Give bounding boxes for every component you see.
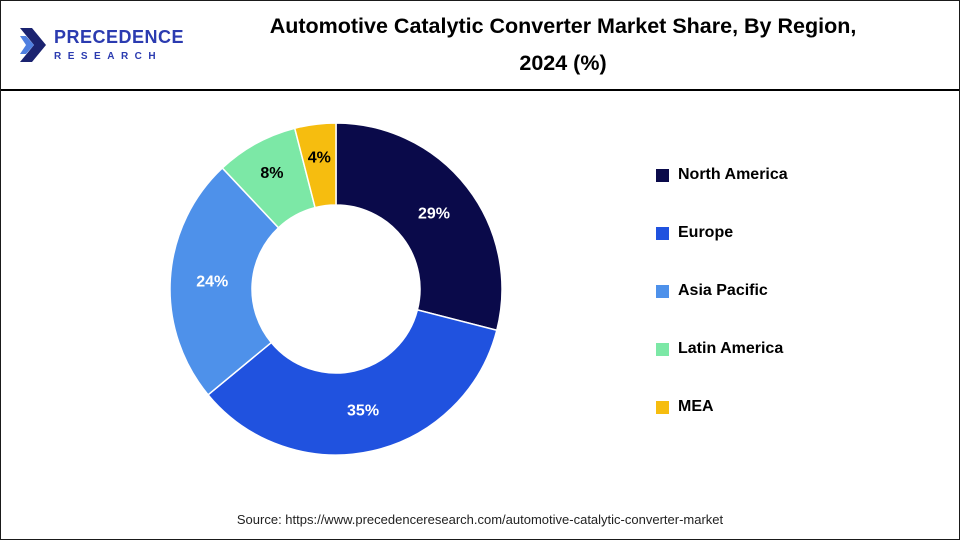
chart-area: 29% 35% 24% 8% 4% North America Europe Asia … — [1, 93, 959, 539]
precedence-logo: PRECEDENCE RESEARCH — [1, 27, 191, 63]
legend: North America Europe Asia Pacific Latin … — [656, 163, 788, 419]
source-attribution: Source: https://www.precedenceresearch.c… — [236, 512, 724, 527]
legend-item-asia-pacific: Asia Pacific — [656, 279, 788, 303]
donut-slice-asia-pacific — [169, 166, 280, 396]
legend-item-north-america: North America — [656, 163, 788, 187]
slice-label-asia-pacific: 24% — [196, 274, 228, 291]
slice-label-latin-america: 8% — [260, 165, 283, 182]
logo-subtitle: RESEARCH — [54, 50, 163, 62]
title-line-1: Automotive Catalytic Converter Market Sh… — [269, 14, 857, 39]
legend-swatch — [656, 168, 669, 182]
legend-swatch — [656, 400, 669, 414]
legend-item-latin-america: Latin America — [656, 337, 788, 361]
logo-wordmark: PRECEDENCE — [54, 27, 185, 48]
legend-label: Asia Pacific — [678, 282, 768, 299]
header: PRECEDENCE RESEARCH Automotive Catalytic… — [1, 1, 959, 91]
legend-label: Latin America — [678, 340, 784, 357]
title-line-2: 2024 (%) — [519, 51, 607, 75]
logo-text: PRECEDENCE RESEARCH — [54, 27, 185, 62]
slice-label-europe: 35% — [347, 403, 379, 420]
legend-item-mea: MEA — [656, 395, 788, 419]
legend-label: MEA — [678, 398, 714, 415]
legend-label: North America — [678, 166, 788, 183]
legend-swatch — [656, 342, 669, 356]
slice-label-mea: 4% — [308, 150, 331, 167]
legend-swatch — [656, 284, 669, 298]
donut-chart: 29% 35% 24% 8% 4% — [169, 122, 503, 456]
legend-swatch — [656, 226, 669, 240]
legend-label: Europe — [678, 224, 734, 241]
page-title: Automotive Catalytic Converter Market Sh… — [191, 8, 959, 81]
donut-slice-mea — [293, 122, 337, 209]
logo-chevron-icon — [20, 28, 46, 62]
legend-item-europe: Europe — [656, 221, 788, 245]
donut-slice-north-america — [335, 122, 503, 332]
donut-slice-europe — [207, 308, 498, 456]
slice-label-north-america: 29% — [418, 205, 450, 222]
